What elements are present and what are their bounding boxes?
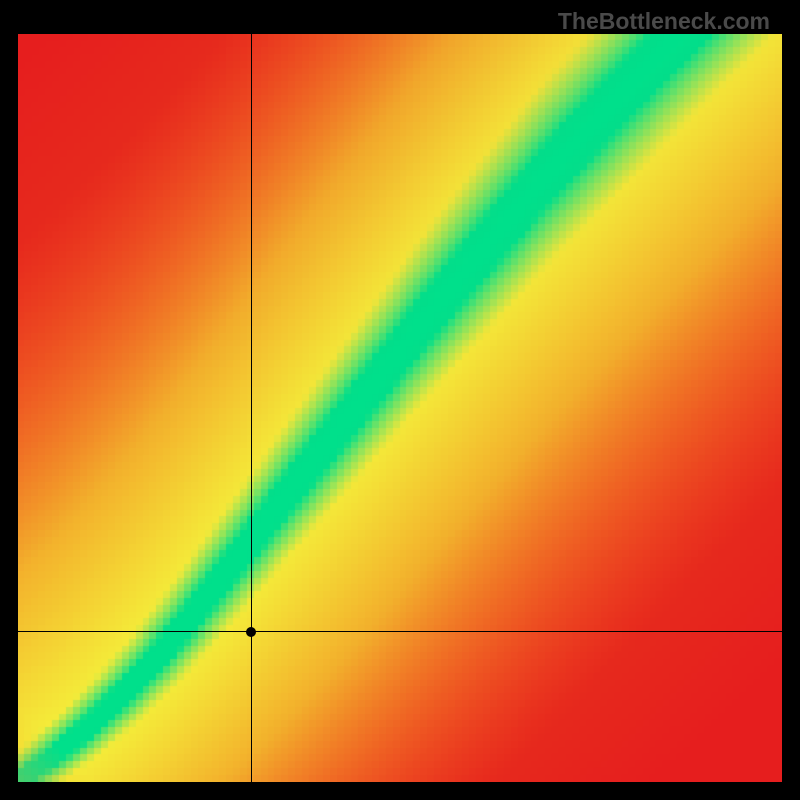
source-attribution: TheBottleneck.com: [558, 8, 770, 35]
bottleneck-heatmap-container: TheBottleneck.com: [0, 0, 800, 800]
bottleneck-heatmap: [18, 34, 782, 782]
attribution-text: TheBottleneck.com: [558, 8, 770, 34]
